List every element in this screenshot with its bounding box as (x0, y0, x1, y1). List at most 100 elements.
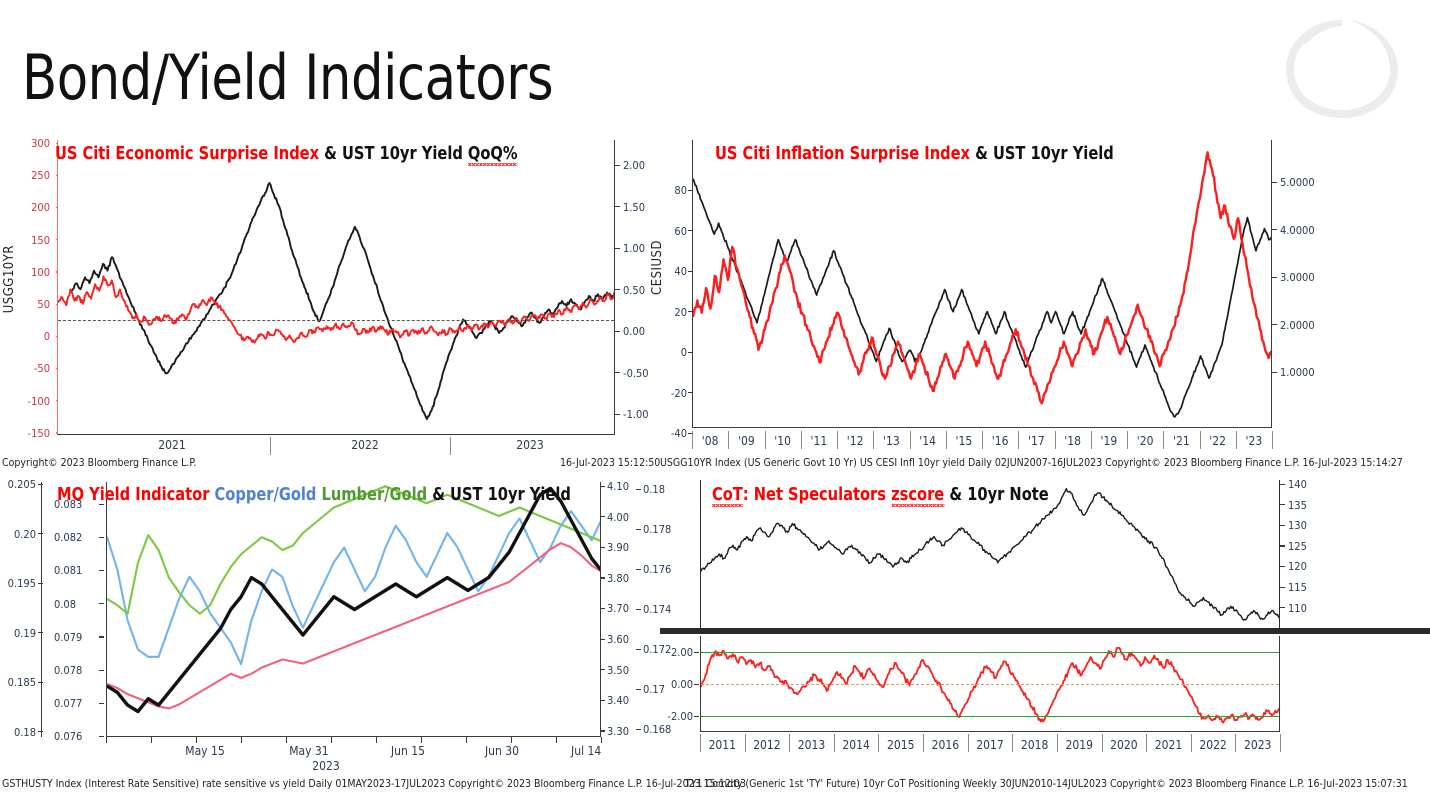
chart3-right-inner-tick-4: 3.70 (607, 602, 630, 616)
chart4-upper-right-tick-3: 125 (1288, 539, 1307, 553)
chart3-left-outer-tick-4: 0.185 (7, 676, 36, 689)
chart4-xlabel-4: 2015 (887, 738, 915, 752)
chart1-right-tick-2: 1.00 (623, 242, 646, 255)
chart1-right-tick-6: -1.00 (623, 408, 649, 421)
chart2-xlabel-11: '19 (1100, 434, 1118, 448)
chart3-footer: GSTHUSTY Index (Interest Rate Sensitive)… (2, 778, 747, 790)
chart3-right-inner-tick-mark-4 (600, 607, 605, 610)
chart1-left-tick-7: -50 (33, 362, 50, 376)
chart4-panel-divider (660, 628, 1430, 634)
chart2-right-tick-0: 5.0000 (1280, 176, 1315, 189)
chart1-right-tick-mark-1 (615, 206, 620, 208)
chart3-left-inner-tick-6: 0.077 (54, 697, 83, 711)
chart1-title-part-1: & UST 10yr Yield (319, 144, 468, 164)
chart4-upper-right-tick-mark-1 (1280, 504, 1285, 506)
chart3-xtick-10 (556, 737, 557, 743)
chart1-footer-right: 16-Jul-2023 15:12:50 (560, 457, 661, 469)
chart2-left-tick-5: -20 (670, 386, 687, 400)
chart4-xsep-4 (878, 734, 880, 752)
chart2-xlabel-9: '17 (1028, 434, 1045, 448)
chart2-right-tick-mark-2 (1272, 276, 1277, 278)
chart3-left-inner-tick-mark-4 (99, 636, 104, 638)
chart3-title-part-1: Copper/Gold (214, 485, 322, 505)
chart1-xlabel-0: 2021 (158, 438, 186, 452)
chart2-right-tick-mark-4 (1272, 371, 1277, 373)
chart3-xlabel-1: May 31 (289, 744, 329, 758)
chart1-xlabel-1: 2022 (351, 438, 379, 452)
chart2-left-tick-6: -40 (670, 427, 687, 440)
chart4-upper-right-tick-mark-2 (1280, 524, 1285, 527)
chart3-xlabel-3: Jun 30 (484, 744, 520, 758)
chart4-upper-right-tick-mark-3 (1280, 545, 1285, 547)
chart3-right-inner-tick-mark-3 (600, 577, 605, 579)
chart3-xtick-1 (151, 737, 152, 743)
chart2-xsep-9 (1018, 431, 1020, 449)
chart1-left-tick-5: 50 (37, 298, 50, 311)
chart4-footer: TY1 Comdty (Generic 1st 'TY' Future) 10y… (685, 778, 1408, 790)
chart4-title-part-2: zscore (891, 485, 945, 505)
chart2-xsep-3 (800, 431, 802, 449)
chart3-left-inner-tick-7: 0.076 (54, 730, 83, 744)
chart4-title: CoT: Net Speculators zscore & 10yr Note (712, 485, 1049, 505)
chart2-xsep-14 (1199, 431, 1201, 449)
chart4-upper-plot-area (700, 480, 1280, 628)
chart3-left-outer-tick-mark-3 (38, 632, 43, 634)
chart3-right-inner-tick-mark-1 (600, 516, 605, 518)
chart2-left-tick-mark-4 (688, 351, 693, 353)
chart2-xlabel-8: '16 (991, 434, 1009, 448)
chart4-lower-plot-area (700, 636, 1280, 732)
chart4-upper-band-line (701, 652, 1279, 653)
chart3-right-inner-tick-3: 3.80 (607, 571, 630, 585)
chart3-right-outer-tick-mark-5 (636, 688, 641, 690)
chart2-right-tick-1: 4.0000 (1280, 223, 1315, 237)
chart3-xtick-6 (376, 737, 377, 743)
chart3-left-outer-tick-mark-0 (38, 483, 43, 485)
chart3-right-outer-tick-1: 0.178 (643, 523, 672, 536)
chart4-lower-left-tick-mark-1 (694, 683, 699, 685)
chart1-left-tick-8: -100 (27, 394, 50, 408)
chart4-upper-right-tick-1: 135 (1288, 498, 1307, 512)
chart2-xsep-2 (764, 431, 766, 449)
chart2-title-part-1: & UST 10yr Yield (969, 144, 1114, 164)
chart2-xlabel-3: '11 (810, 434, 828, 448)
chart2-xlabel-15: '23 (1245, 434, 1263, 448)
chart3-right-inner-tick-mark-6 (600, 669, 605, 671)
chart3-xlabel-4: Jul 14 (571, 744, 602, 758)
chart4-xlabel-7: 2018 (1020, 738, 1049, 752)
chart4-xlabel-8: 2019 (1065, 738, 1093, 752)
chart2-plot-area (692, 140, 1272, 428)
chart3-title: MO Yield Indicator Copper/Gold Lumber/Go… (57, 485, 571, 505)
chart1-right-tick-5: -0.50 (623, 366, 649, 380)
chart3-left-outer-tick-3: 0.19 (13, 626, 36, 640)
chart3-right-inner-tick-mark-0 (600, 485, 605, 487)
chart4-upper-right-tick-2: 130 (1288, 519, 1307, 533)
chart3-title-part-2: Lumber/Gold (321, 485, 428, 505)
chart3-xtick-4 (286, 737, 287, 743)
chart3-xtick-8 (466, 737, 467, 743)
chart1-series-svg (58, 182, 614, 420)
chart4-lower-left-tick-0: 2.00 (670, 646, 693, 659)
chart2-left-tick-0: 80 (674, 184, 687, 197)
chart3-right-inner-tick-1: 4.00 (607, 510, 630, 524)
chart2-xsep-4 (837, 431, 838, 449)
chart3-left-inner-tick-mark-5 (99, 669, 104, 671)
chart2-xsep-16 (1272, 431, 1273, 449)
chart2-xlabel-5: '13 (883, 434, 900, 448)
chart2-xlabel-7: '15 (955, 434, 973, 448)
chart1-title-part-2: QoQ% (467, 144, 518, 164)
chart4-xsep-6 (967, 734, 969, 752)
chart4-upper-right-tick-0: 140 (1288, 478, 1307, 491)
chart4-xlabel-9: 2020 (1110, 738, 1138, 752)
chart2-right-tick-mark-0 (1272, 181, 1277, 183)
chart4-xsep-10 (1146, 734, 1148, 752)
chart3-right-outer-tick-6: 0.168 (643, 723, 672, 736)
chart3-left-inner-tick-1: 0.082 (54, 531, 83, 545)
chart1-right-tick-mark-2 (615, 247, 620, 249)
chart3-right-outer-tick-3: 0.174 (643, 603, 672, 616)
chart3-right-inner-tick-5: 3.60 (607, 633, 630, 646)
chart3-right-outer-tick-mark-1 (636, 528, 641, 530)
chart3-plot-area (106, 482, 601, 737)
chart1-xsep-2 (450, 437, 451, 455)
chart3-series-svg (107, 485, 600, 714)
chart2-left-tick-4: 0 (680, 346, 687, 359)
